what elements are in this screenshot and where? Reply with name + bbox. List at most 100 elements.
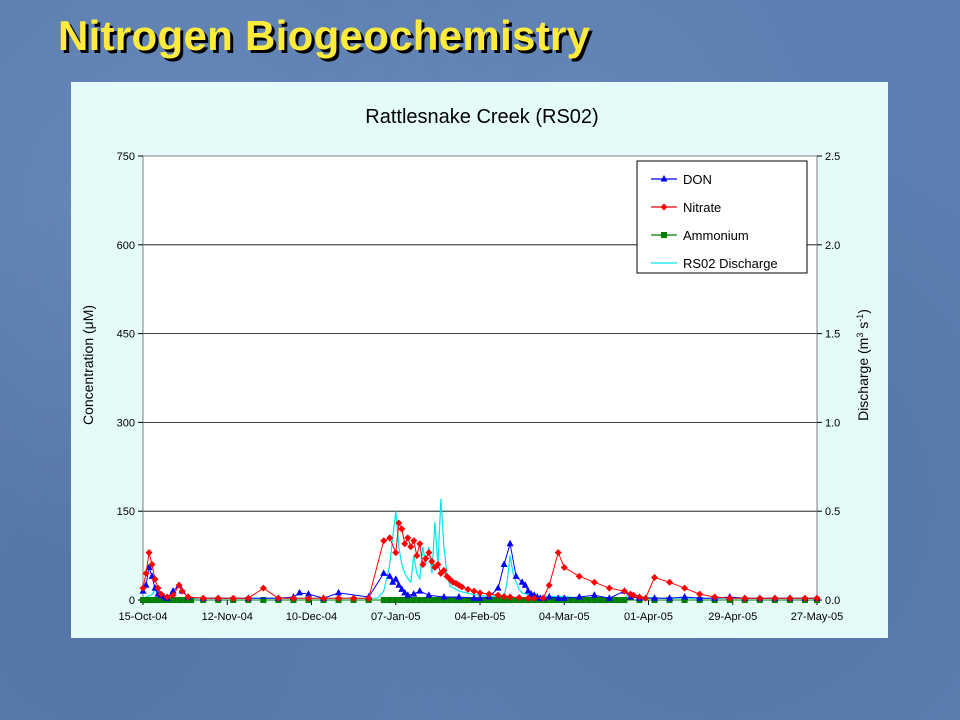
x-tick-label: 15-Oct-04 bbox=[119, 611, 168, 623]
chart-legend: DON Nitrate Ammonium RS02 Discharge bbox=[636, 160, 808, 274]
nitrate-point bbox=[169, 591, 177, 599]
y-tick-label: 0 bbox=[129, 595, 135, 607]
don-point bbox=[521, 581, 529, 588]
legend-label: Ammonium bbox=[683, 228, 749, 243]
nitrate-point bbox=[154, 584, 162, 592]
nitrate-point bbox=[494, 591, 502, 599]
don-point bbox=[470, 594, 478, 601]
ammonium-point bbox=[410, 597, 417, 603]
don-point bbox=[416, 587, 424, 594]
y-tick-label: 450 bbox=[117, 329, 135, 341]
nitrate-point bbox=[365, 594, 373, 602]
ammonium-point bbox=[489, 597, 496, 603]
don-point bbox=[545, 593, 553, 600]
chart-title: Rattlesnake Creek (RS02) bbox=[365, 106, 598, 128]
x-tick-label: 29-Apr-05 bbox=[708, 611, 757, 623]
ammonium-point bbox=[495, 597, 502, 603]
nitrate-point bbox=[392, 549, 400, 557]
x-tick-label: 01-Apr-05 bbox=[624, 611, 673, 623]
don-point bbox=[500, 560, 508, 567]
nitrate-point bbox=[506, 593, 514, 601]
don-point bbox=[494, 584, 502, 591]
don-point bbox=[404, 591, 412, 598]
don-point bbox=[524, 587, 532, 594]
ammonium-point bbox=[188, 597, 195, 603]
nitrate-point bbox=[145, 549, 153, 557]
ammonium-point bbox=[380, 597, 387, 603]
nitrate-point bbox=[416, 540, 424, 548]
ammonium-point bbox=[579, 597, 586, 603]
nitrate-point bbox=[413, 552, 421, 560]
ammonium-point bbox=[404, 597, 411, 603]
nitrate-point bbox=[404, 534, 412, 542]
nitrate-point bbox=[425, 549, 433, 557]
ammonium-point bbox=[458, 597, 465, 603]
ammonium-point bbox=[392, 597, 399, 603]
nitrate-point bbox=[660, 203, 668, 211]
nitrate-point bbox=[590, 578, 598, 586]
nitrate-point bbox=[666, 578, 674, 586]
ammonium-point bbox=[567, 597, 574, 603]
y2-tick-label: 2.5 bbox=[825, 151, 840, 163]
ammonium-point bbox=[434, 597, 441, 603]
nitrate-point bbox=[142, 569, 150, 577]
y2-axis-label: Discharge (m3 s-1) bbox=[855, 309, 871, 421]
nitrate-point bbox=[539, 594, 547, 602]
don-point bbox=[395, 581, 403, 588]
nitrate-point bbox=[515, 594, 523, 602]
nitrate-point bbox=[476, 589, 484, 597]
y2-tick-label: 0.0 bbox=[825, 595, 840, 607]
nitrate-point bbox=[651, 574, 659, 582]
ammonium-point bbox=[452, 597, 459, 603]
ammonium-point bbox=[513, 597, 520, 603]
ammonium-point bbox=[464, 597, 471, 603]
nitrate-point bbox=[440, 566, 448, 574]
x-tick-label: 27-May-05 bbox=[791, 611, 844, 623]
x-tick-label: 12-Nov-04 bbox=[202, 611, 253, 623]
nitrate-point bbox=[244, 594, 252, 602]
ammonium-point bbox=[585, 597, 592, 603]
don-point bbox=[335, 588, 343, 596]
nitrate-point bbox=[214, 594, 222, 602]
don-point bbox=[380, 569, 388, 576]
don-point bbox=[605, 594, 613, 601]
nitrate-point bbox=[259, 584, 267, 592]
nitrate-point bbox=[410, 537, 418, 545]
ammonium-point bbox=[621, 597, 628, 603]
ammonium-point bbox=[152, 597, 159, 603]
don-point bbox=[666, 594, 674, 601]
don-point bbox=[575, 593, 583, 600]
nitrate-point bbox=[470, 587, 478, 595]
nitrate-point bbox=[148, 560, 156, 568]
nitrate-point bbox=[428, 558, 436, 566]
ammonium-point bbox=[170, 597, 177, 603]
y2-tick-label: 0.5 bbox=[825, 506, 840, 518]
don-point bbox=[651, 594, 659, 601]
x-tick-label: 04-Mar-05 bbox=[539, 611, 590, 623]
x-tick-label: 10-Dec-04 bbox=[286, 611, 337, 623]
ammonium-point bbox=[416, 597, 423, 603]
nitrate-point bbox=[422, 555, 430, 563]
chart-series bbox=[139, 498, 821, 603]
nitrate-point bbox=[524, 594, 532, 602]
ammonium-point bbox=[661, 232, 667, 238]
nitrate-point bbox=[681, 584, 689, 592]
nitrate-point bbox=[151, 575, 159, 583]
nitrate-point bbox=[801, 594, 809, 602]
nitrate-point bbox=[199, 594, 207, 602]
don-point bbox=[304, 590, 312, 597]
ammonium-point bbox=[591, 597, 598, 603]
chart-panel: Rattlesnake Creek (RS02) 0 150 300 450 600 75… bbox=[71, 82, 888, 638]
series-nitrate bbox=[139, 519, 821, 602]
don-point bbox=[392, 575, 400, 582]
y-tick-label: 150 bbox=[117, 506, 135, 518]
x-tick-label: 04-Feb-05 bbox=[455, 611, 506, 623]
nitrate-point bbox=[304, 594, 312, 602]
ammonium-point bbox=[158, 597, 165, 603]
don-point bbox=[506, 539, 514, 547]
don-point bbox=[145, 563, 153, 570]
x-tick-label: 07-Jan-05 bbox=[371, 611, 421, 623]
ammonium-point bbox=[182, 597, 189, 603]
nitrate-point bbox=[289, 594, 297, 602]
nitrate-point bbox=[350, 594, 358, 602]
